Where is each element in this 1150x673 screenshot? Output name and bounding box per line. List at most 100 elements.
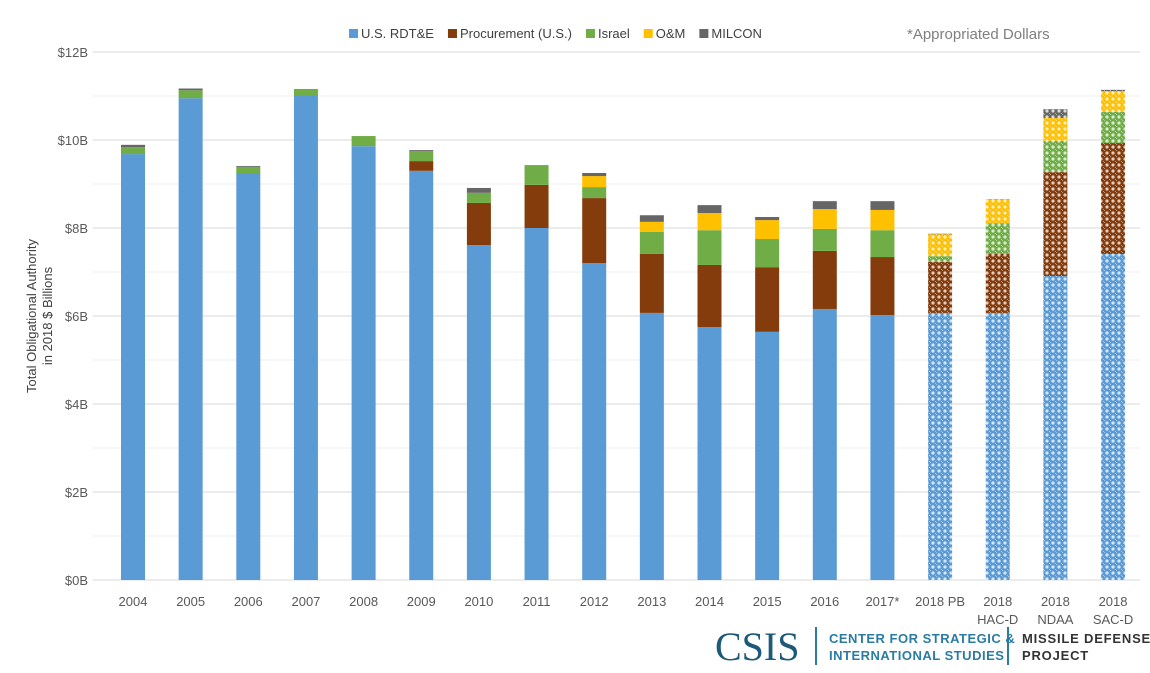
bar-segment-o-m-2018-pb [928, 234, 953, 257]
x-tick-label: 2009 [407, 594, 436, 609]
legend-label: MILCON [711, 26, 762, 41]
y-axis-label-line1: Total Obligational Authority [24, 239, 39, 393]
x-tick-label: 2010 [464, 594, 493, 609]
legend-label: Procurement (U.S.) [460, 26, 572, 41]
legend-label: O&M [656, 26, 686, 41]
bar-segment-o-m-2018-ndaa [1043, 118, 1068, 141]
bar-segment-o-m-2013 [639, 221, 664, 232]
bar-segment-u-s-rdt-e-2018-hac-d [985, 312, 1010, 580]
logo-csis: CSIS [715, 624, 800, 668]
bar-segment-u-s-rdt-e-2010 [466, 245, 491, 580]
x-tick-label: 2007 [291, 594, 320, 609]
x-tick-label: 2011 [523, 594, 551, 609]
legend-swatch [585, 29, 595, 38]
y-tick-label: $4B [65, 397, 88, 412]
x-tick-label: 2017* [865, 594, 899, 609]
y-tick-label: $0B [65, 573, 88, 588]
bar-segment-milcon-2004 [121, 144, 145, 148]
bar-segment-milcon-2018-pb [928, 233, 953, 235]
bar-segment-procurement-u-s--2014 [697, 264, 722, 327]
bar-segment-u-s-rdt-e-2016 [812, 308, 837, 580]
x-tick-label: 2013 [637, 594, 666, 609]
legend-swatch [349, 29, 358, 38]
bar-segment-israel-2018-ndaa [1043, 140, 1068, 173]
bar-segment-u-s-rdt-e-2013 [639, 312, 664, 580]
bars [121, 88, 1126, 581]
y-tick-label: $8B [65, 221, 88, 236]
y-tick-label: $12B [58, 45, 88, 60]
y-axis-ticks: $0B $2B $4B $6B $8B $10B $12B [58, 45, 88, 588]
bar-segment-milcon-2015 [755, 217, 780, 221]
csis-logo: CSIS CENTER FOR STRATEGIC & INTERNATIONA… [715, 624, 1150, 669]
bar-segment-procurement-u-s--2018-pb [928, 261, 953, 313]
bar-segment-israel-2018-sac-d [1101, 111, 1126, 144]
bar-segment-milcon-2016 [812, 201, 837, 210]
bar-segment-israel-2010 [466, 192, 491, 203]
y-tick-label: $10B [58, 133, 88, 148]
bar-segment-procurement-u-s--2011 [524, 184, 549, 228]
bar-segment-milcon-2010 [466, 187, 491, 193]
x-tick-label: 2014 [695, 594, 724, 609]
bar-segment-israel-2006 [236, 166, 261, 173]
legend: U.S. RDT&E Procurement (U.S.) Israel O&M MIL… [349, 26, 762, 41]
x-tick-label: 2015 [753, 594, 782, 609]
y-axis-label-line2: in 2018 $ Billions [40, 266, 55, 365]
bar-segment-procurement-u-s--2016 [812, 250, 837, 309]
bar-segment-israel-2018-hac-d [985, 223, 1010, 254]
bar-segment-o-m-2016 [812, 209, 837, 229]
bar-segment-israel-2017- [870, 230, 895, 258]
x-tick-label: 2018 [1099, 594, 1128, 609]
legend-label: Israel [598, 26, 630, 41]
bar-segment-u-s-rdt-e-2012 [582, 263, 607, 580]
bar-segment-milcon-2018-hac-d [985, 199, 1010, 200]
bar-segment-milcon-2014 [697, 205, 722, 214]
bar-segment-israel-2011 [524, 165, 549, 185]
legend-swatch [699, 29, 709, 38]
bar-segment-u-s-rdt-e-2017- [870, 315, 895, 580]
bar-segment-u-s-rdt-e-2011 [524, 228, 549, 580]
bar-segment-milcon-2005 [178, 88, 203, 91]
x-tick-label: 2006 [234, 594, 263, 609]
y-tick-label: $2B [65, 485, 88, 500]
bar-segment-u-s-rdt-e-2018-sac-d [1101, 253, 1126, 580]
bar-segment-milcon-2018-sac-d [1101, 89, 1126, 92]
bar-segment-u-s-rdt-e-2005 [178, 98, 203, 580]
logo-project-line1: MISSILE DEFENSE [1022, 631, 1150, 646]
x-tick-label: 2018 [1041, 594, 1070, 609]
logo-divider [1007, 627, 1009, 665]
y-tick-label: $6B [65, 309, 88, 324]
bar-segment-milcon-2012 [582, 173, 607, 177]
bar-segment-u-s-rdt-e-2007 [293, 96, 318, 580]
x-tick-label: 2018 PB [915, 594, 965, 609]
bar-segment-u-s-rdt-e-2014 [697, 327, 722, 580]
bar-segment-u-s-rdt-e-2004 [121, 154, 145, 580]
bar-segment-procurement-u-s--2009 [409, 161, 434, 171]
x-tick-label: 2008 [349, 594, 378, 609]
logo-org-line1: CENTER FOR STRATEGIC & [829, 631, 1015, 646]
bar-segment-milcon-2009 [409, 150, 434, 151]
legend-swatch [447, 29, 457, 38]
logo-org-line2: INTERNATIONAL STUDIES [829, 648, 1004, 663]
bar-segment-u-s-rdt-e-2018-pb [928, 312, 953, 580]
bar-segment-israel-2004 [121, 147, 145, 155]
bar-segment-o-m-2012 [582, 176, 607, 188]
bar-segment-procurement-u-s--2017- [870, 257, 895, 316]
bar-segment-procurement-u-s--2018-sac-d [1101, 143, 1126, 254]
bar-segment-o-m-2015 [755, 220, 780, 239]
bar-segment-israel-2016 [812, 228, 837, 251]
gridlines [93, 51, 1140, 581]
x-tick-label: 2012 [580, 594, 609, 609]
bar-segment-o-m-2018-sac-d [1101, 91, 1126, 112]
x-tick-label: NDAA [1037, 612, 1073, 627]
chart-note: *Appropriated Dollars [907, 26, 1050, 43]
legend-label: U.S. RDT&E [361, 26, 434, 41]
bar-segment-israel-2012 [582, 187, 607, 199]
bar-segment-procurement-u-s--2012 [582, 198, 607, 264]
bar-segment-milcon-2018-ndaa [1043, 109, 1068, 118]
bar-segment-israel-2018-pb [928, 256, 953, 262]
bar-segment-procurement-u-s--2010 [466, 202, 491, 246]
bar-segment-procurement-u-s--2015 [755, 267, 780, 332]
bar-segment-israel-2008 [351, 136, 376, 147]
bar-segment-milcon-2006 [236, 165, 261, 167]
bar-segment-israel-2015 [755, 239, 780, 268]
